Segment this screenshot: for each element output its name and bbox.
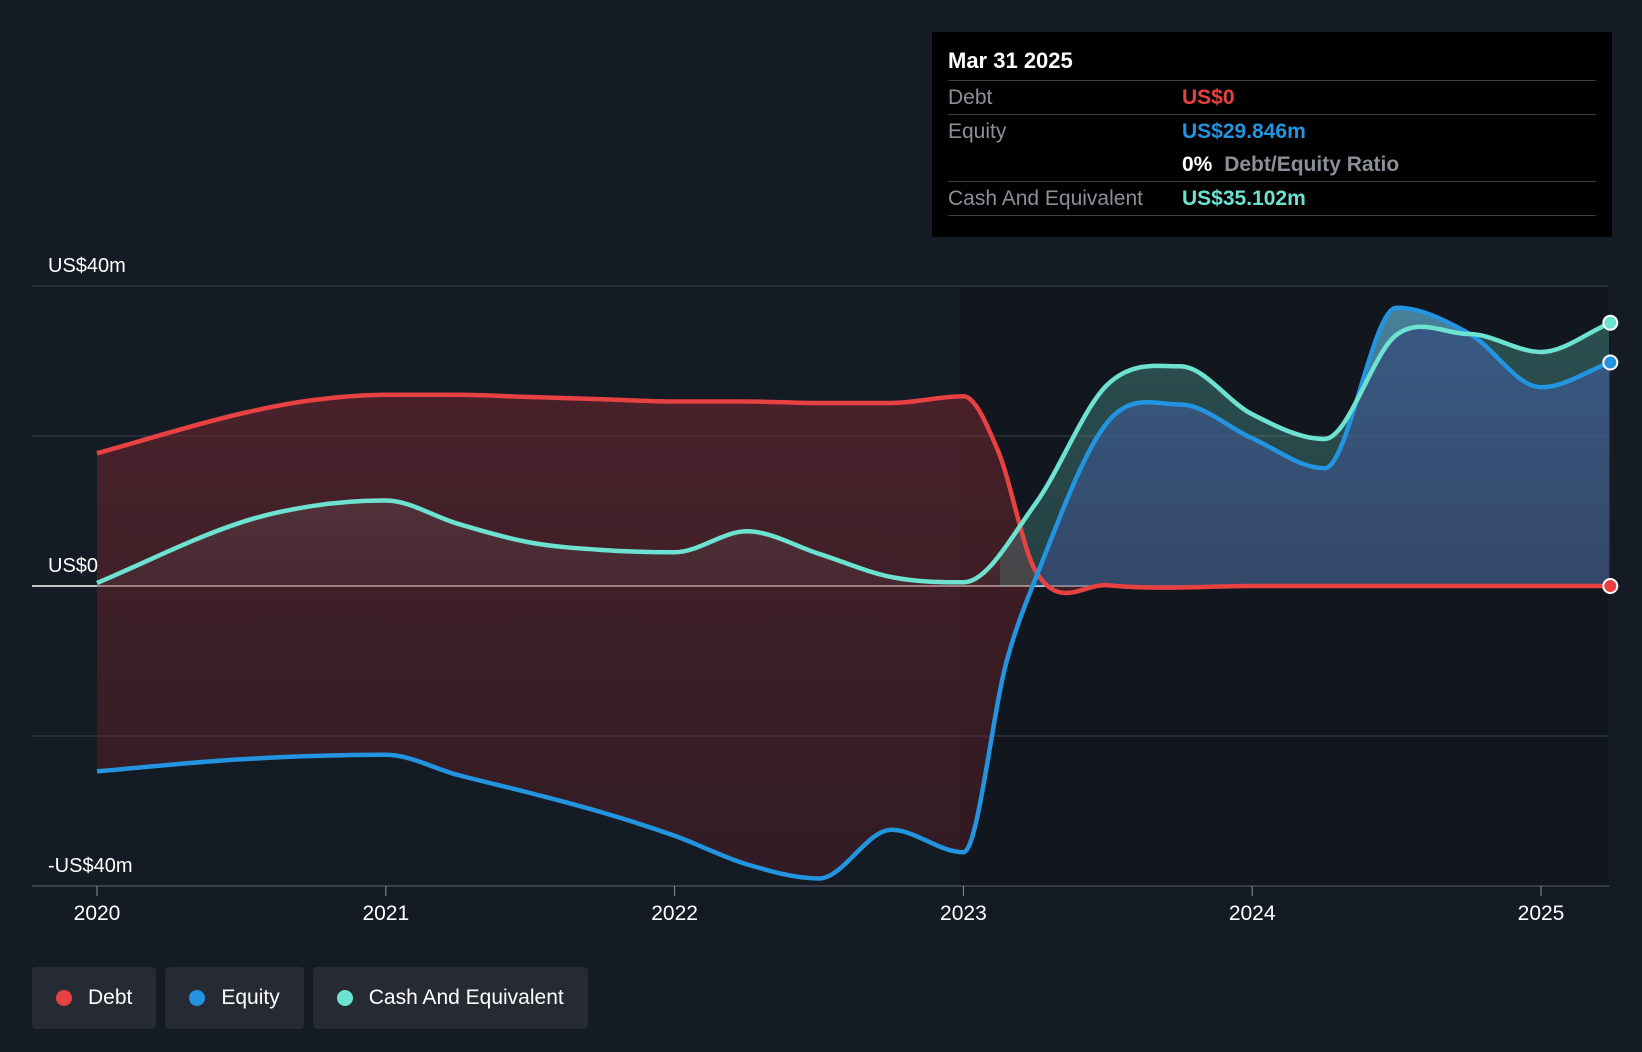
- tooltip-equity-row: Equity US$29.846m: [948, 115, 1596, 148]
- tooltip-equity-label: Equity: [948, 120, 1007, 143]
- debt-line: [96, 392, 1611, 596]
- legend-item-equity[interactable]: Equity: [165, 967, 304, 1029]
- tooltip-debt-value: US$0: [1182, 86, 1235, 109]
- x-tick-label: 2023: [940, 902, 987, 925]
- x-tick-label: 2022: [651, 902, 698, 925]
- legend-label-cash: Cash And Equivalent: [368, 986, 564, 1009]
- tooltip-ratio-label: Debt/Equity Ratio: [1224, 153, 1400, 176]
- x-tick-label: 2025: [1518, 902, 1565, 925]
- x-tick-label: 2020: [74, 902, 121, 925]
- cash-area-left: [97, 500, 1000, 586]
- tooltip-date: Mar 31 2025: [948, 46, 1596, 81]
- debt-end-marker: [1602, 578, 1619, 594]
- tooltip-debt-label: Debt: [948, 86, 993, 109]
- x-tick-label: 2021: [362, 902, 409, 925]
- tooltip-equity-value: US$29.846m: [1182, 120, 1306, 143]
- tooltip-cash-label: Cash And Equivalent: [948, 187, 1143, 210]
- chart-legend: Debt Equity Cash And Equivalent: [32, 967, 588, 1029]
- equity-end-marker: [1602, 354, 1619, 371]
- y-tick-label: US$0: [48, 555, 98, 577]
- equity-area: [980, 307, 1609, 586]
- debt-dot-icon: [56, 990, 72, 1006]
- legend-label-debt: Debt: [88, 986, 133, 1009]
- tooltip-ratio-row: 0% Debt/Equity Ratio: [948, 148, 1596, 182]
- equity-line: [96, 305, 1612, 881]
- legend-item-cash[interactable]: Cash And Equivalent: [312, 967, 588, 1029]
- cash-dot-icon: [336, 990, 353, 1006]
- cash-end-marker: [1602, 314, 1619, 331]
- tooltip-cash-value: US$35.102m: [1182, 187, 1306, 210]
- x-tick-label: 2024: [1229, 902, 1276, 925]
- y-tick-label: US$40m: [48, 255, 126, 277]
- legend-label-equity: Equity: [221, 986, 280, 1009]
- tooltip-ratio-value: 0%: [1182, 153, 1213, 176]
- cash-area-right: [1000, 307, 1609, 586]
- y-tick-label: -US$40m: [48, 855, 132, 877]
- equity-dot-icon: [189, 990, 206, 1006]
- cash-line: [96, 320, 1612, 586]
- data-tooltip: Mar 31 2025 Debt US$0 Equity US$29.846m …: [932, 32, 1612, 237]
- legend-item-debt[interactable]: Debt: [32, 967, 157, 1029]
- tooltip-cash-row: Cash And Equivalent US$35.102m: [948, 182, 1596, 216]
- tooltip-debt-row: Debt US$0: [948, 81, 1596, 115]
